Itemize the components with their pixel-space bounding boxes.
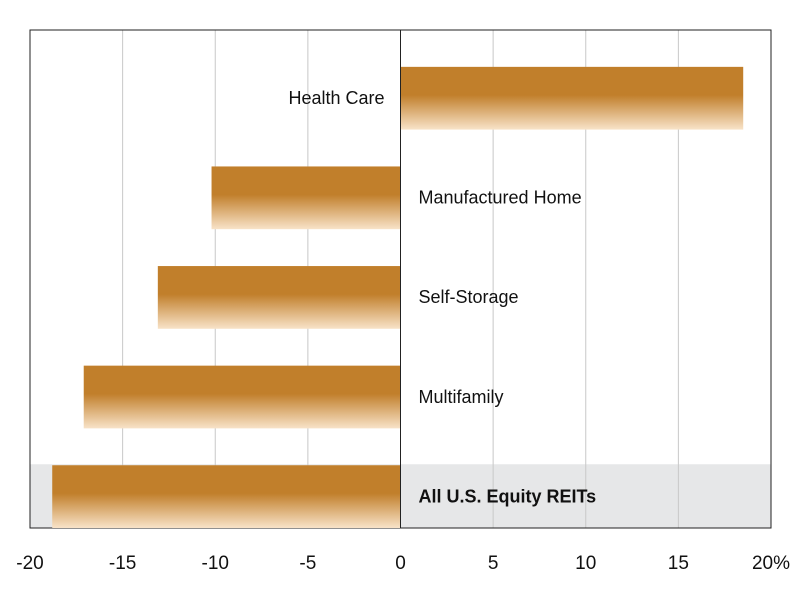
x-tick-label: 5: [488, 553, 499, 574]
x-tick-label: 20%: [752, 553, 790, 574]
x-tick-label: -15: [109, 553, 136, 574]
bar: [52, 465, 401, 528]
category-label: Manufactured Home: [419, 188, 582, 208]
x-tick-label: -10: [202, 553, 229, 574]
category-label: Self-Storage: [419, 287, 519, 307]
x-tick-label: 10: [575, 553, 596, 574]
x-tick-label: 0: [395, 553, 406, 574]
x-tick-label: -20: [16, 553, 43, 574]
x-tick-label: 15: [668, 553, 689, 574]
bar: [83, 365, 401, 429]
x-tick-label: -5: [299, 553, 316, 574]
bar: [157, 266, 401, 329]
bar: [400, 66, 744, 130]
category-label: All U.S. Equity REITs: [419, 486, 597, 506]
category-label: Health Care: [288, 88, 384, 108]
category-label: Multifamily: [419, 387, 504, 407]
bar: [211, 166, 401, 230]
